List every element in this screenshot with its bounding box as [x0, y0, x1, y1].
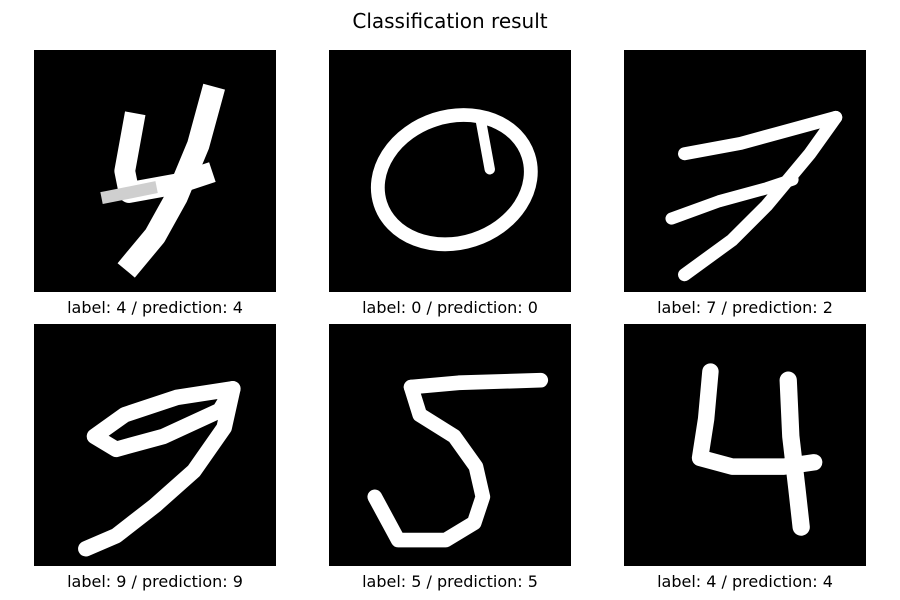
digit-0-image [329, 50, 571, 292]
digit-4-image [34, 50, 276, 292]
figure-title: Classification result [352, 9, 548, 33]
panel-caption: label: 4 / prediction: 4 [657, 572, 833, 591]
digit-5-image [329, 324, 571, 566]
digit-4-image [624, 324, 866, 566]
panel-caption: label: 5 / prediction: 5 [362, 572, 538, 591]
panel-caption: label: 9 / prediction: 9 [67, 572, 243, 591]
digit-7-image [624, 50, 866, 292]
digit-9-image [34, 324, 276, 566]
panel-caption: label: 7 / prediction: 2 [657, 298, 833, 317]
panel-caption: label: 0 / prediction: 0 [362, 298, 538, 317]
panel-caption: label: 4 / prediction: 4 [67, 298, 243, 317]
